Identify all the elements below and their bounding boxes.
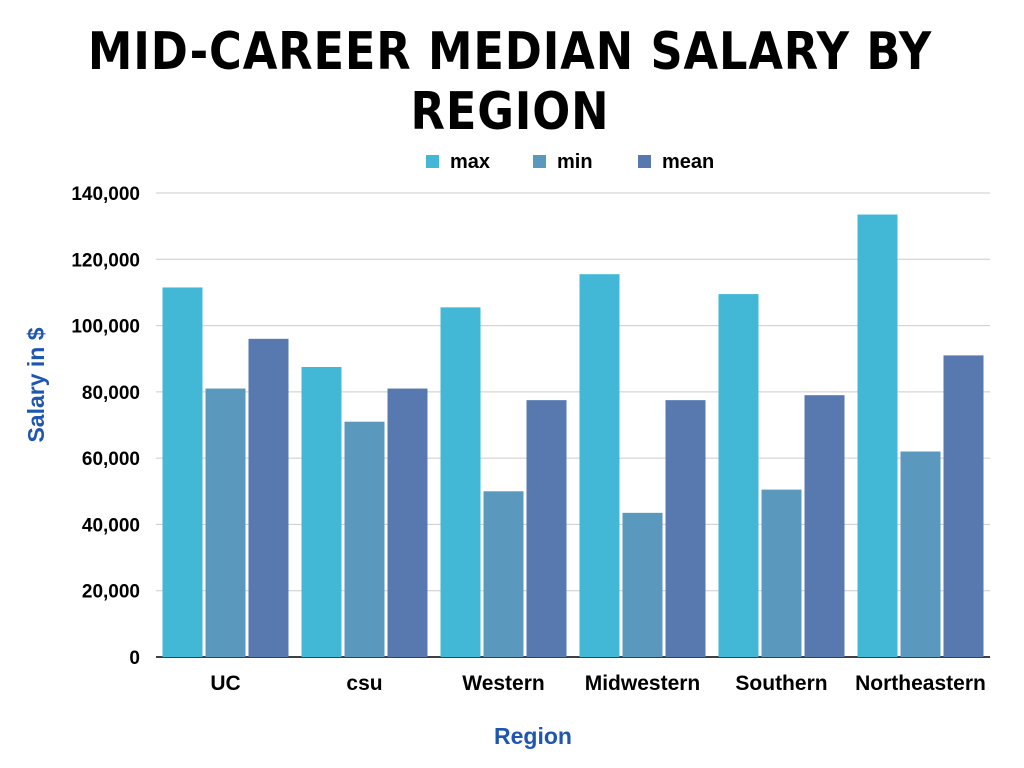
- x-tick-labels: UC csu Western Midwestern Southern Northeaste…: [210, 672, 986, 695]
- legend-label-mean: mean: [662, 151, 714, 173]
- y-tick-label: 20,000: [82, 582, 140, 603]
- x-tick-label: csu: [346, 672, 382, 695]
- bars: [162, 214, 984, 658]
- legend-label-max: max: [450, 151, 490, 173]
- y-tick-label: 60,000: [82, 449, 140, 470]
- chart-title-line-1: MID-CAREER MEDIAN SALARY BY: [87, 22, 933, 82]
- bar-min-csu: [344, 421, 385, 657]
- bar-max-northeastern: [857, 214, 898, 658]
- y-axis-label: Salary in $: [23, 327, 49, 442]
- bar-min-western: [483, 491, 524, 657]
- x-tick-label: Southern: [735, 672, 827, 695]
- chart-title: MID-CAREER MEDIAN SALARY BY REGION: [71, 22, 948, 142]
- y-tick-label: 80,000: [82, 383, 140, 404]
- legend: max min mean: [426, 151, 714, 173]
- bar-mean-csu: [387, 388, 428, 657]
- legend-swatch-mean: [638, 155, 651, 168]
- bar-mean-uc: [248, 338, 289, 657]
- bar-max-western: [440, 307, 481, 657]
- chart-title-line-2: REGION: [410, 82, 610, 142]
- bar-max-southern: [718, 294, 759, 657]
- bar-mean-southern: [804, 395, 845, 657]
- y-tick-label: 0: [129, 648, 140, 669]
- bar-mean-western: [526, 400, 567, 657]
- bar-max-midwestern: [579, 274, 620, 657]
- legend-swatch-max: [426, 155, 439, 168]
- legend-label-min: min: [557, 151, 593, 173]
- x-axis-label: Region: [494, 723, 572, 749]
- bar-mean-midwestern: [665, 400, 706, 657]
- bar-min-northeastern: [900, 451, 941, 657]
- bar-max-csu: [301, 367, 342, 657]
- gridlines: [156, 192, 990, 658]
- x-tick-label: Western: [462, 672, 544, 695]
- x-tick-label: Northeastern: [855, 672, 986, 695]
- bar-min-midwestern: [622, 512, 663, 657]
- bar-mean-northeastern: [943, 355, 984, 657]
- y-tick-label: 140,000: [71, 184, 140, 205]
- x-tick-label: UC: [210, 672, 240, 695]
- x-tick-label: Midwestern: [585, 672, 701, 695]
- bar-max-uc: [162, 287, 203, 657]
- y-tick-label: 120,000: [71, 250, 140, 271]
- bar-min-southern: [761, 489, 802, 657]
- y-tick-labels: 0 20,000 40,000 60,000 80,000 100,000 120,000 1…: [71, 184, 140, 669]
- y-tick-label: 100,000: [71, 317, 140, 338]
- legend-swatch-min: [533, 155, 546, 168]
- bar-min-uc: [205, 388, 246, 657]
- y-tick-label: 40,000: [82, 515, 140, 536]
